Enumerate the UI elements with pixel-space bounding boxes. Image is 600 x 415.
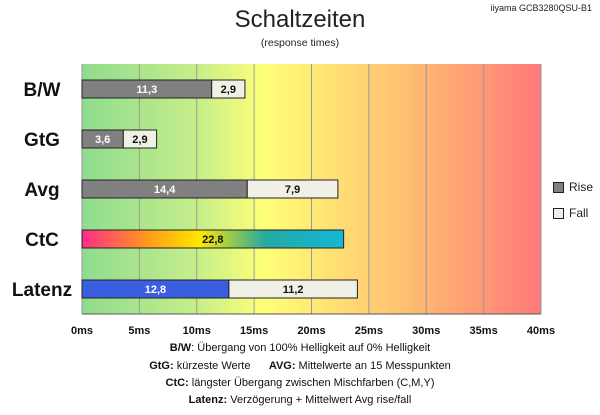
legend-rise-swatch (553, 181, 564, 193)
monitor-model: iiyama GCB3280QSU-B1 (490, 3, 592, 13)
bar-rise-label: 22,8 (202, 234, 223, 246)
x-tick-label: 40ms (527, 325, 555, 337)
x-tick-label: 0ms (71, 325, 93, 337)
footer-bw-key: B/W (169, 342, 192, 354)
footer-gtg-key: GtG: (149, 360, 174, 372)
chart-subtitle: (response times) (260, 37, 340, 49)
legend-rise: Rise (553, 180, 593, 194)
bar-rise-label: 12,8 (145, 284, 166, 296)
legend-fall-label: Fall (569, 206, 589, 220)
category-label: B/W (24, 80, 61, 101)
footer-ctc-text: längster Übergang zwischen Mischfarben (… (188, 377, 435, 389)
x-tick-label: 10ms (183, 325, 211, 337)
footer-bw: B/W: Übergang von 100% Helligkeit auf 0%… (0, 342, 600, 354)
legend-fall-swatch (553, 207, 564, 219)
x-tick-label: 20ms (297, 325, 325, 337)
legend-rise-label: Rise (569, 180, 594, 194)
category-label: CtC (25, 230, 59, 251)
category-label: Latenz (12, 280, 72, 301)
chart-title: Schaltzeiten (234, 6, 366, 33)
footer-gtg: GtG: kürzeste Werte AVG: Mittelwerte an … (0, 360, 600, 372)
bar-fall-label: 2,9 (132, 134, 147, 146)
footer-latenz-text: Verzögerung + Mittelwert Avg rise/fall (227, 394, 412, 406)
category-label: Avg (24, 180, 59, 201)
footer-latenz: Latenz: Verzögerung + Mittelwert Avg ris… (0, 394, 600, 406)
category-label: GtG (24, 130, 60, 151)
footer-ctc: CtC: längster Übergang zwischen Mischfar… (0, 377, 600, 389)
x-tick-label: 5ms (128, 325, 150, 337)
bar-rise-label: 11,3 (136, 84, 157, 96)
bar-rise (81, 229, 345, 249)
x-tick-label: 35ms (470, 325, 498, 337)
bar-fall (122, 129, 158, 149)
bar-fall-label: 7,9 (285, 184, 300, 196)
footer-gtg-text: kürzeste Werte (173, 360, 251, 372)
bar-fall (246, 179, 339, 199)
bar-rise-label: 14,4 (154, 184, 176, 196)
x-tick-label: 15ms (240, 325, 268, 337)
x-tick-label: 25ms (355, 325, 383, 337)
bar-fall-label: 11,2 (283, 284, 304, 296)
footer-avg-key: AVG: (268, 360, 296, 372)
bar-fall (228, 279, 358, 299)
bar-fall-label: 2,9 (221, 84, 236, 96)
legend-fall: Fall (553, 206, 588, 220)
footer-avg-text: Mittelwerte an 15 Messpunkten (295, 360, 451, 372)
footer-ctc-key: CtC: (165, 377, 189, 389)
bar-rise-label: 3,6 (95, 134, 110, 146)
x-tick-label: 30ms (412, 325, 440, 337)
bar-fall (211, 79, 246, 99)
footer-latenz-key: Latenz: (188, 394, 228, 406)
footer-bw-text: : Übergang von 100% Helligkeit auf 0% He… (191, 342, 431, 354)
